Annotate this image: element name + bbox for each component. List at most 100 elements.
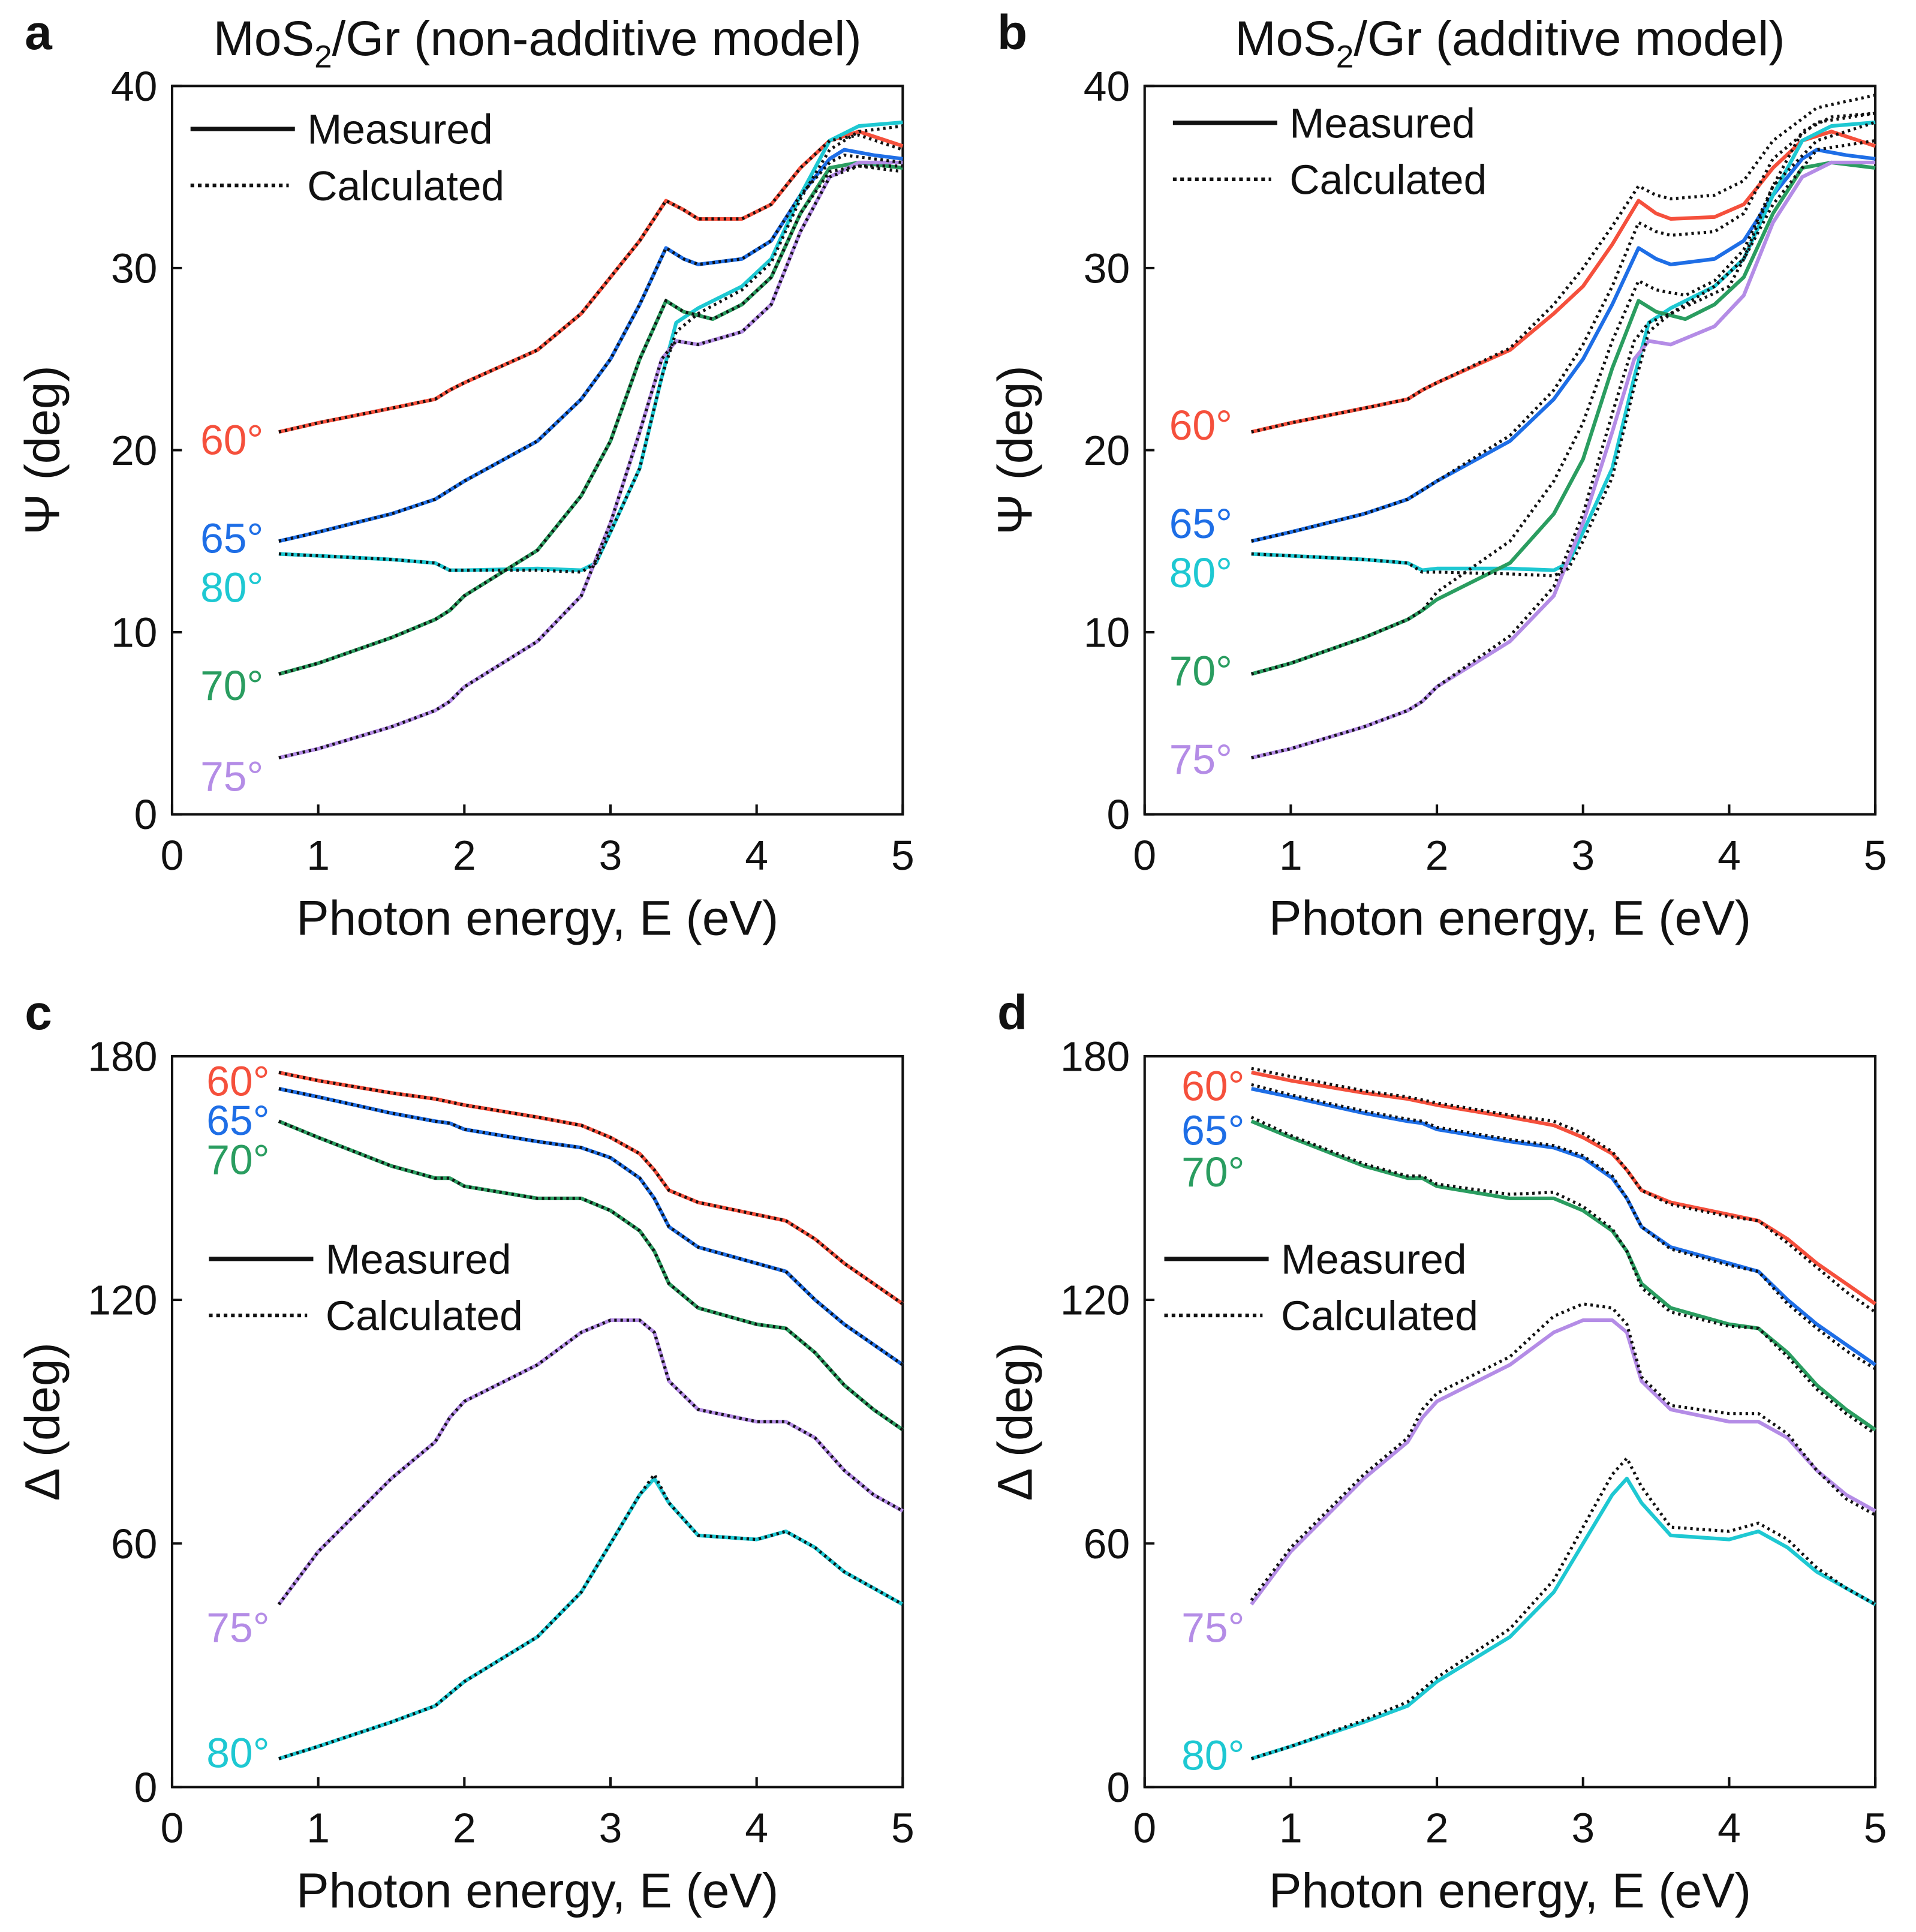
calculated-line-65deg [1251, 112, 1876, 543]
y-tick-label: 30 [111, 245, 157, 292]
measured-line-80deg [278, 120, 903, 572]
measured-line-75deg [1251, 160, 1876, 760]
angle-label: 70° [206, 1137, 269, 1183]
calculated-line-70deg [1250, 1116, 1876, 1435]
x-tick-label: 3 [599, 832, 622, 879]
chart-title: MoS2/Gr (additive model) [1235, 11, 1785, 74]
calculated-line-80deg [278, 124, 903, 574]
plot-frame [170, 1054, 904, 1789]
x-axis-label: Photon energy, E (eV) [1269, 891, 1751, 945]
legend-calculated-label: Calculated [326, 1293, 523, 1339]
panel-label: a [25, 5, 53, 60]
y-tick-label: 30 [1084, 245, 1130, 292]
x-tick-label: 2 [1425, 1805, 1449, 1852]
legend-calculated-label: Calculated [1289, 157, 1487, 203]
x-tick-label: 4 [745, 832, 768, 879]
legend-calculated-label: Calculated [1281, 1293, 1478, 1339]
measured-line-75deg [277, 1318, 904, 1606]
x-tick-label: 2 [1425, 832, 1449, 879]
x-axis-label: Photon energy, E (eV) [296, 1864, 778, 1918]
x-tick-label: 1 [1279, 832, 1303, 879]
y-tick-label: 20 [111, 427, 157, 474]
angle-label: 60° [206, 1058, 269, 1105]
panel-c: c 0 1 2 3 4 5 0 60 120 180 Photon energy, E (eV) Δ (… [16, 985, 915, 1918]
calculated-line-65deg [278, 1087, 904, 1366]
panel-d: d 0 1 2 3 4 5 0 60 120 180 Photon energy, E (eV) Δ (… [988, 985, 1887, 1918]
angle-label: 65° [1181, 1107, 1244, 1153]
angle-label: 65° [200, 515, 263, 561]
angle-label: 60° [200, 417, 263, 464]
x-tick-label: 3 [1571, 1805, 1595, 1852]
y-tick-label: 120 [88, 1277, 157, 1324]
calculated-line-65deg [278, 153, 903, 543]
panel-a: a MoS2/Gr (non-additive model) 0 1 2 3 4 5 0 10 20… [16, 5, 915, 945]
measured-line-70deg [278, 160, 903, 676]
x-tick-label: 0 [1133, 832, 1156, 879]
plot-frame [1143, 1054, 1877, 1789]
measured-line-80deg [1250, 1476, 1876, 1761]
angle-label: 80° [200, 564, 263, 611]
x-tick-label: 5 [891, 1805, 915, 1852]
y-tick-label: 180 [1060, 1033, 1130, 1080]
angle-label: 60° [1181, 1063, 1244, 1110]
calculated-line-80deg [1251, 112, 1876, 578]
calculated-line-80deg [1250, 1455, 1876, 1760]
angle-label: 75° [1169, 736, 1232, 783]
legend-measured-label: Measured [326, 1236, 512, 1282]
x-tick-label: 2 [453, 1805, 476, 1852]
measured-line-65deg [278, 148, 903, 543]
x-axis-label: Photon energy, E (eV) [1269, 1864, 1751, 1918]
angle-label: 70° [200, 662, 263, 709]
angle-label: 70° [1169, 648, 1232, 695]
plot-frame [1143, 85, 1877, 816]
x-tick-label: 0 [161, 832, 184, 879]
measured-line-65deg [1251, 1087, 1876, 1366]
x-tick-label: 3 [1571, 832, 1595, 879]
x-tick-label: 4 [1718, 832, 1741, 879]
x-tick-label: 5 [1864, 1805, 1887, 1852]
calculated-line-70deg [278, 1119, 904, 1431]
y-tick-label: 10 [1084, 609, 1130, 656]
calculated-line-70deg [1251, 121, 1876, 676]
angle-label: 70° [1181, 1149, 1244, 1195]
angle-label: 75° [1181, 1605, 1244, 1651]
calculated-line-75deg [278, 164, 903, 759]
y-tick-label: 20 [1084, 427, 1130, 474]
calculated-line-75deg [277, 1318, 904, 1606]
legend-measured-label: Measured [307, 106, 493, 153]
legend-measured-label: Measured [1281, 1236, 1467, 1282]
angle-label: 60° [1169, 402, 1232, 449]
y-tick-label: 60 [111, 1521, 157, 1567]
y-tick-label: 40 [111, 63, 157, 110]
x-tick-label: 5 [1864, 832, 1887, 879]
x-tick-label: 1 [306, 832, 330, 879]
y-axis-label: Δ (deg) [16, 1342, 70, 1501]
y-tick-label: 180 [88, 1033, 157, 1080]
y-axis-label: Δ (deg) [988, 1342, 1042, 1501]
chart-title: MoS2/Gr (non-additive model) [213, 11, 862, 74]
x-axis-label: Photon energy, E (eV) [296, 891, 778, 945]
x-tick-label: 3 [599, 1805, 622, 1852]
x-tick-label: 4 [1718, 1805, 1741, 1852]
x-tick-label: 0 [161, 1805, 184, 1852]
plot-frame [170, 85, 904, 816]
x-tick-label: 2 [453, 832, 476, 879]
y-axis-label: Ψ (deg) [16, 365, 70, 534]
calculated-line-70deg [278, 164, 903, 676]
angle-label: 75° [206, 1605, 269, 1651]
x-tick-label: 1 [1279, 1805, 1303, 1852]
x-tick-label: 5 [891, 832, 915, 879]
legend-measured-label: Measured [1289, 100, 1475, 146]
measured-line-75deg [278, 160, 903, 760]
panel-label: b [997, 5, 1027, 60]
calculated-line-65deg [1251, 1083, 1876, 1371]
measured-line-70deg [1250, 160, 1876, 676]
y-tick-label: 0 [1106, 1764, 1130, 1811]
calculated-line-60deg [278, 133, 904, 434]
calculated-line-75deg [1251, 139, 1876, 759]
y-tick-label: 0 [134, 1764, 158, 1811]
panel-label: c [25, 985, 52, 1040]
panel-b: b MoS2/Gr (additive model) 0 1 2 3 4 5 0 10 20 30 40… [988, 5, 1887, 945]
angle-label: 80° [1169, 549, 1232, 596]
